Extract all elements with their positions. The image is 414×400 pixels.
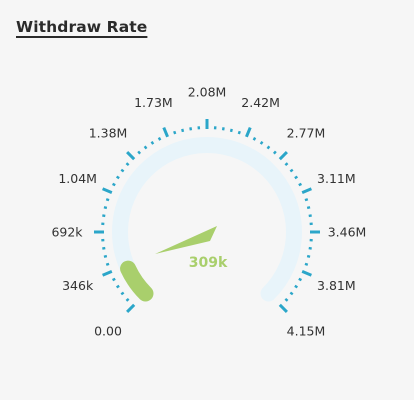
gauge-major-tick <box>102 270 113 277</box>
gauge-minor-tick <box>237 130 241 135</box>
gauge-tick-label: 1.38M <box>89 126 128 141</box>
gauge-tick-labels: 0.00 346k 692k 1.04M 1.38M 1.73M 2.08M 2.42M 2.7… <box>51 85 366 339</box>
gauge-major-tick <box>102 187 113 194</box>
gauge-value-label: 309k <box>189 255 228 271</box>
gauge-minor-tick <box>304 262 309 266</box>
gauge-major-tick <box>301 187 312 194</box>
gauge-minor-tick <box>289 168 294 173</box>
gauge-minor-tick <box>105 262 110 266</box>
gauge-minor-tick <box>115 175 120 180</box>
gauge-major-tick <box>278 303 288 313</box>
gauge-minor-tick <box>272 150 277 155</box>
gauge-ticks <box>94 119 320 313</box>
gauge-tick-label: 3.81M <box>317 278 356 293</box>
gauge-minor-tick <box>298 277 302 282</box>
gauge-minor-tick <box>289 291 294 296</box>
gauge-minor-tick <box>103 254 108 258</box>
gauge-tick-label: 1.73M <box>134 95 173 110</box>
gauge-major-tick <box>301 270 312 277</box>
gauge-minor-tick <box>266 145 271 150</box>
gauge-minor-tick <box>252 137 257 141</box>
gauge-minor-tick <box>137 150 142 155</box>
gauge-minor-tick <box>112 277 116 282</box>
gauge-tick-label: 692k <box>51 225 83 240</box>
gauge-minor-tick <box>284 162 289 167</box>
panel-title: Withdraw Rate <box>16 18 148 36</box>
gauge-major-tick <box>245 127 252 138</box>
gauge-minor-tick <box>181 128 185 133</box>
gauge-minor-tick <box>229 128 233 133</box>
gauge-tick-label: 3.46M <box>328 225 367 240</box>
gauge-minor-tick <box>157 137 162 141</box>
gauge-minor-tick <box>259 140 264 145</box>
gauge-tick-label: 346k <box>62 278 94 293</box>
gauge-tick-label: 0.00 <box>94 323 122 338</box>
gauge-minor-tick <box>150 140 155 145</box>
gauge-minor-tick <box>120 168 125 173</box>
gauge-major-tick <box>162 127 169 138</box>
gauge-value-fill <box>120 260 154 302</box>
gauge-tick-label: 2.08M <box>188 85 227 100</box>
gauge-tick-label: 2.42M <box>241 95 280 110</box>
gauge-minor-tick <box>306 206 311 210</box>
gauge-minor-tick <box>125 162 130 167</box>
gauge-major-tick <box>278 151 288 161</box>
gauge-minor-tick <box>306 254 311 258</box>
gauge-minor-tick <box>294 284 299 289</box>
gauge-minor-tick <box>298 182 302 187</box>
gauge-minor-tick <box>173 130 177 135</box>
gauge-minor-tick <box>284 297 289 302</box>
gauge-minor-tick <box>304 198 309 202</box>
gauge-tick-label: 3.11M <box>317 171 356 186</box>
gauge-needle <box>155 226 217 254</box>
gauge-minor-tick <box>120 291 125 296</box>
gauge-tick-label: 1.04M <box>58 171 97 186</box>
gauge-minor-tick <box>112 182 116 187</box>
gauge-minor-tick <box>143 145 148 150</box>
gauge-minor-tick <box>125 297 130 302</box>
gauge-tick-label: 2.77M <box>287 126 326 141</box>
gauge-major-tick <box>126 151 136 161</box>
gauge-minor-tick <box>103 206 108 210</box>
gauge-tick-label: 4.15M <box>287 323 326 338</box>
gauge-minor-tick <box>294 175 299 180</box>
gauge-major-tick <box>126 303 136 313</box>
gauge-minor-tick <box>105 198 110 202</box>
gauge-track <box>112 137 302 302</box>
gauge-minor-tick <box>115 284 120 289</box>
